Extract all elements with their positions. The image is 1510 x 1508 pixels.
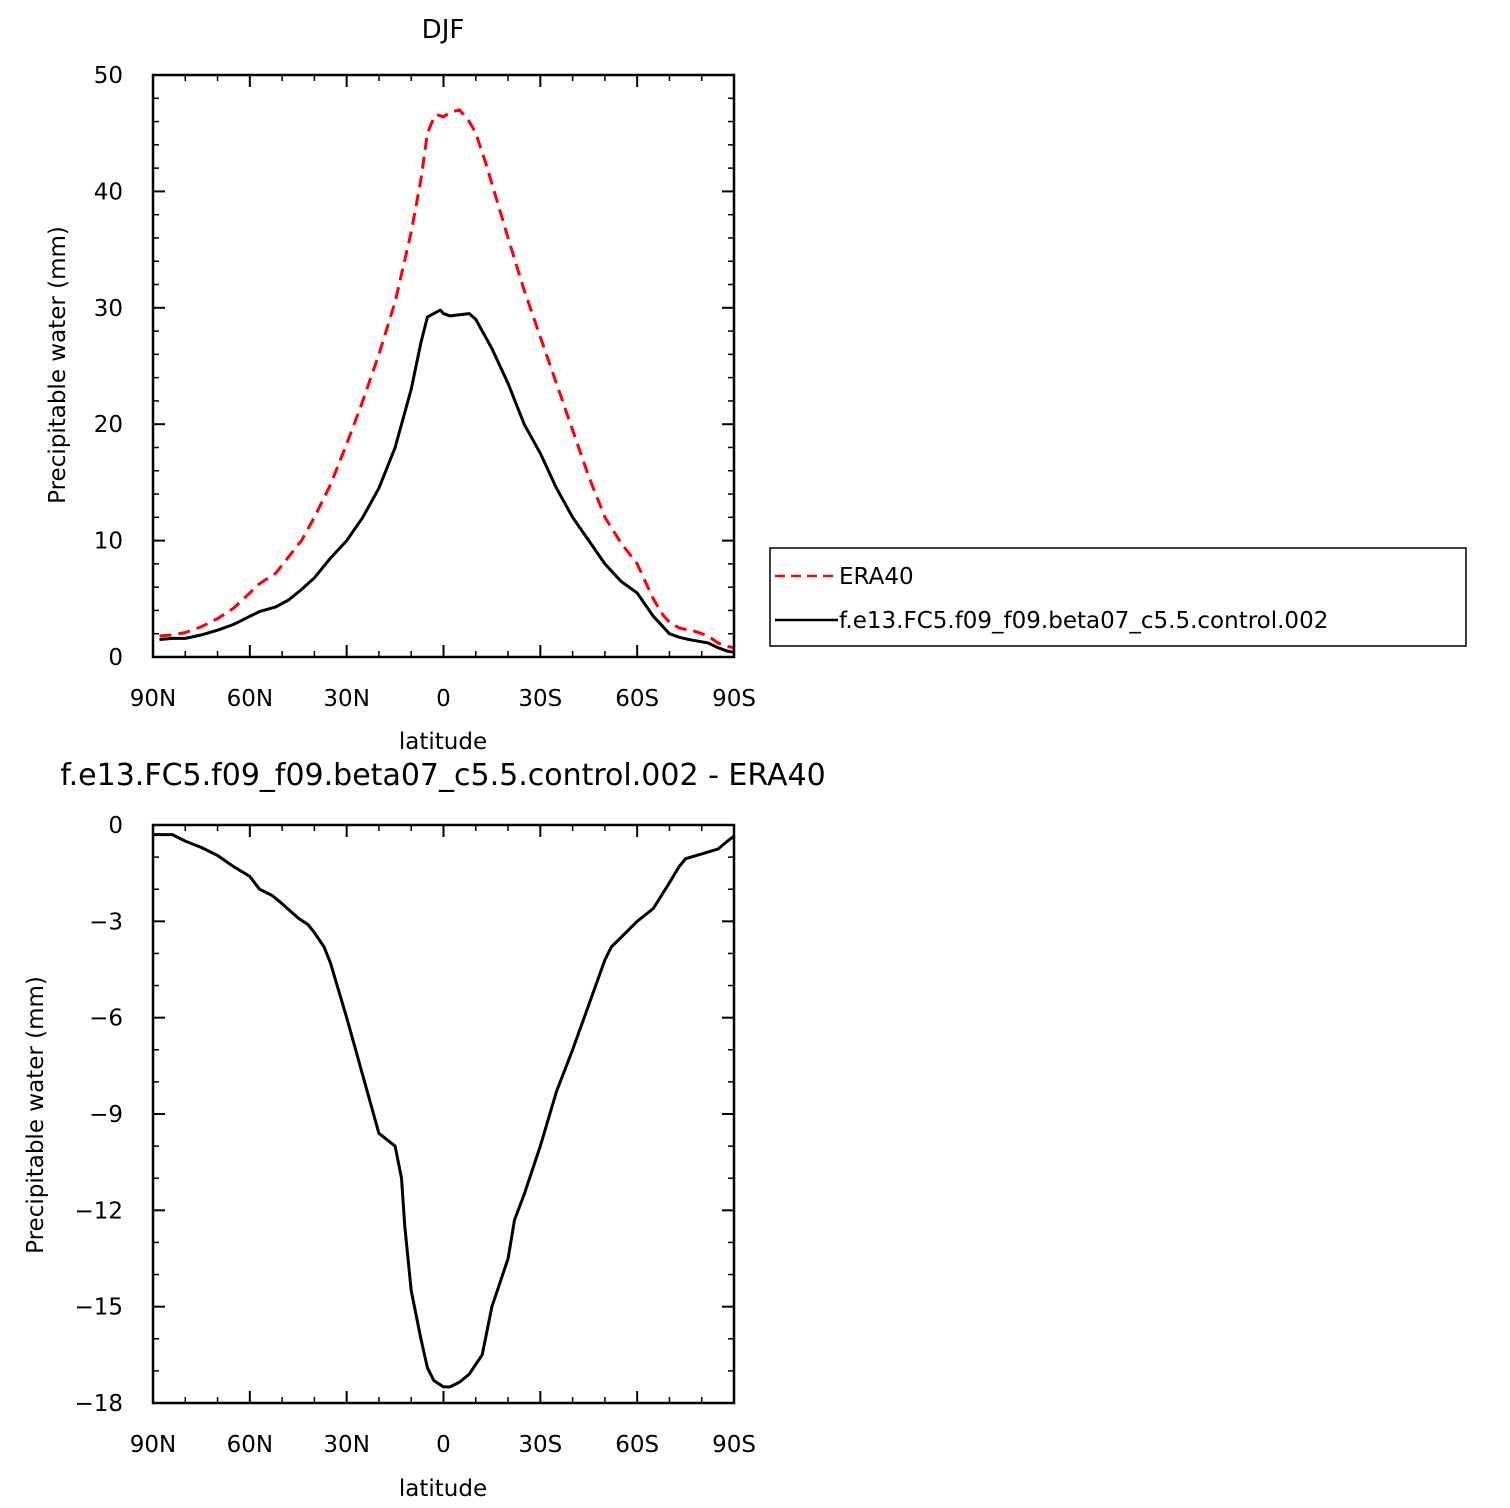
bottom-chart-title: f.e13.FC5.f09_f09.beta07_c5.5.control.00…	[60, 758, 825, 793]
top-series-line-era40	[159, 108, 735, 650]
bottom-x-tick-label: 30N	[323, 1432, 369, 1458]
bottom-x-tick-label: 90S	[712, 1432, 756, 1458]
bottom-y-tick-label: −15	[74, 1295, 123, 1321]
top-y-axis-label: Precipitable water (mm)	[45, 226, 71, 504]
legend: ERA40 f.e13.FC5.f09_f09.beta07_c5.5.cont…	[769, 547, 1467, 647]
legend-label-era40: ERA40	[839, 564, 914, 590]
bottom-plot-frame	[151, 823, 736, 1405]
top-y-tick-label: 50	[94, 63, 123, 89]
top-series-lines	[159, 108, 735, 654]
bottom-x-tick-label: 30S	[518, 1432, 562, 1458]
top-plot-frame	[151, 73, 736, 659]
bottom-x-tick-label: 0	[436, 1432, 451, 1458]
top-x-tick-label: 60S	[615, 686, 659, 712]
top-y-tick-label: 0	[108, 645, 123, 671]
legend-box	[769, 547, 1467, 647]
bottom-series-lines	[153, 833, 735, 1389]
bottom-x-tick-label: 60S	[615, 1432, 659, 1458]
top-axis-ticks: 90N 60N 30N 0 30S 60S 90S 0 10 20 30 40 50	[94, 63, 756, 712]
bottom-y-tick-label: −12	[74, 1198, 123, 1224]
top-x-axis-label: latitude	[399, 729, 487, 755]
bottom-x-tick-label: 90N	[130, 1432, 176, 1458]
bottom-x-axis-label: latitude	[399, 1476, 487, 1502]
bottom-series-line-difference	[153, 833, 735, 1389]
bottom-y-tick-label: −6	[89, 1006, 123, 1032]
top-x-tick-label: 90N	[130, 686, 176, 712]
top-y-tick-label: 40	[94, 179, 123, 205]
bottom-y-tick-label: 0	[108, 813, 123, 839]
top-y-tick-label: 30	[94, 296, 123, 322]
top-x-tick-label: 90S	[712, 686, 756, 712]
top-y-tick-label: 10	[94, 529, 123, 555]
top-x-tick-label: 30S	[518, 686, 562, 712]
bottom-y-tick-label: −3	[89, 909, 123, 935]
top-y-tick-label: 20	[94, 412, 123, 438]
top-x-tick-label: 0	[436, 686, 451, 712]
top-panel: DJF latitude Precipitable water (mm) 90N…	[45, 15, 756, 755]
bottom-y-tick-label: −18	[74, 1391, 123, 1417]
legend-label-model: f.e13.FC5.f09_f09.beta07_c5.5.control.00…	[839, 608, 1328, 634]
top-series-line-f-e13-fc5-f09-f09-beta07-c5-5-control-002	[159, 308, 735, 654]
bottom-y-tick-label: −9	[89, 1102, 123, 1128]
top-x-tick-label: 30N	[323, 686, 369, 712]
bottom-panel: f.e13.FC5.f09_f09.beta07_c5.5.control.00…	[23, 758, 826, 1502]
bottom-x-tick-label: 60N	[227, 1432, 273, 1458]
top-x-tick-label: 60N	[227, 686, 273, 712]
top-chart-title: DJF	[422, 15, 465, 45]
bottom-y-axis-label: Precipitable water (mm)	[23, 976, 49, 1254]
